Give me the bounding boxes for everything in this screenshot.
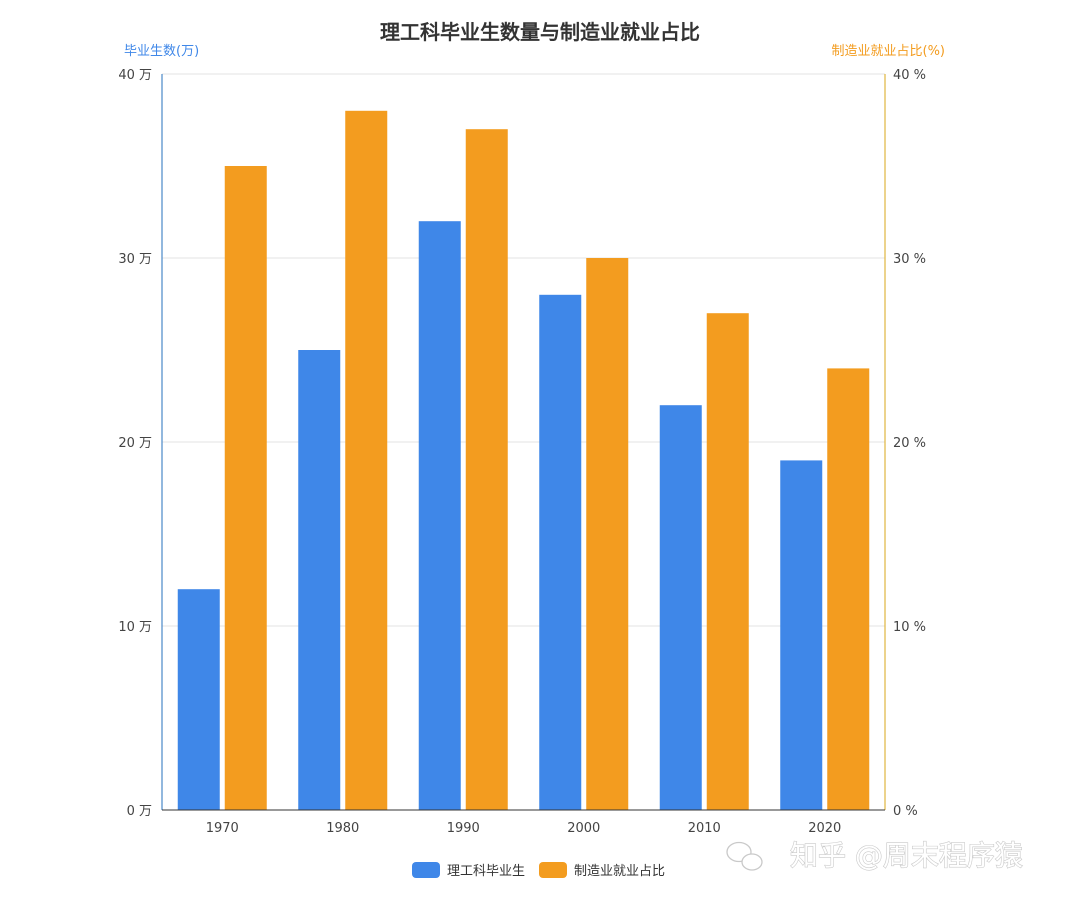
x-tick-label: 1990 xyxy=(447,821,480,836)
bar-graduates xyxy=(177,589,220,810)
right-tick-label: 40 % xyxy=(893,68,926,83)
gridlines xyxy=(162,73,885,627)
bar-manufacturing-share xyxy=(827,368,870,810)
bar-manufacturing-share xyxy=(586,258,629,810)
chart-title: 理工科毕业生数量与制造业就业占比 xyxy=(380,20,700,44)
legend: 理工科毕业生 制造业就业占比 xyxy=(412,862,665,879)
bar-manufacturing-share xyxy=(706,313,749,810)
left-tick-label: 30 万 xyxy=(118,252,152,267)
x-tick-label: 1970 xyxy=(206,821,239,836)
left-tick-label: 20 万 xyxy=(118,436,152,451)
watermark: 知乎 @周末程序猿 xyxy=(726,838,1024,873)
x-tick-label: 1980 xyxy=(326,821,359,836)
legend-label: 理工科毕业生 xyxy=(447,864,525,879)
bar-graduates xyxy=(418,221,461,810)
bars xyxy=(177,110,870,811)
right-tick-label: 20 % xyxy=(893,436,926,451)
right-tick-label: 10 % xyxy=(893,620,926,635)
x-tick-label: 2020 xyxy=(808,821,841,836)
left-tick-label: 10 万 xyxy=(118,620,152,635)
left-tick-label: 0 万 xyxy=(127,804,152,819)
bar-manufacturing-share xyxy=(224,166,267,810)
right-tick-label: 0 % xyxy=(893,804,918,819)
left-axis-label: 毕业生数(万) xyxy=(124,44,199,59)
legend-swatch xyxy=(412,862,440,878)
x-tick-label: 2010 xyxy=(688,821,721,836)
wechat-icon xyxy=(726,841,763,871)
bar-graduates xyxy=(298,350,341,810)
bar-graduates xyxy=(780,460,823,810)
bar-graduates xyxy=(539,294,582,810)
bar-graduates xyxy=(659,405,702,810)
bar-manufacturing-share xyxy=(345,110,388,811)
right-axis-label: 制造业就业占比(%) xyxy=(832,44,946,59)
tick-labels: 0 万 10 万 20 万 30 万 40 万 0 % 10 % 20 % 30 % 40 % 19… xyxy=(118,68,926,836)
bar-manufacturing-share xyxy=(465,129,508,810)
right-tick-label: 30 % xyxy=(893,252,926,267)
left-tick-label: 40 万 xyxy=(118,68,152,83)
legend-swatch xyxy=(539,862,567,878)
watermark-text: 知乎 @周末程序猿 xyxy=(790,839,1023,872)
x-tick-label: 2000 xyxy=(567,821,600,836)
legend-label: 制造业就业占比 xyxy=(574,864,665,879)
axes xyxy=(161,74,886,811)
